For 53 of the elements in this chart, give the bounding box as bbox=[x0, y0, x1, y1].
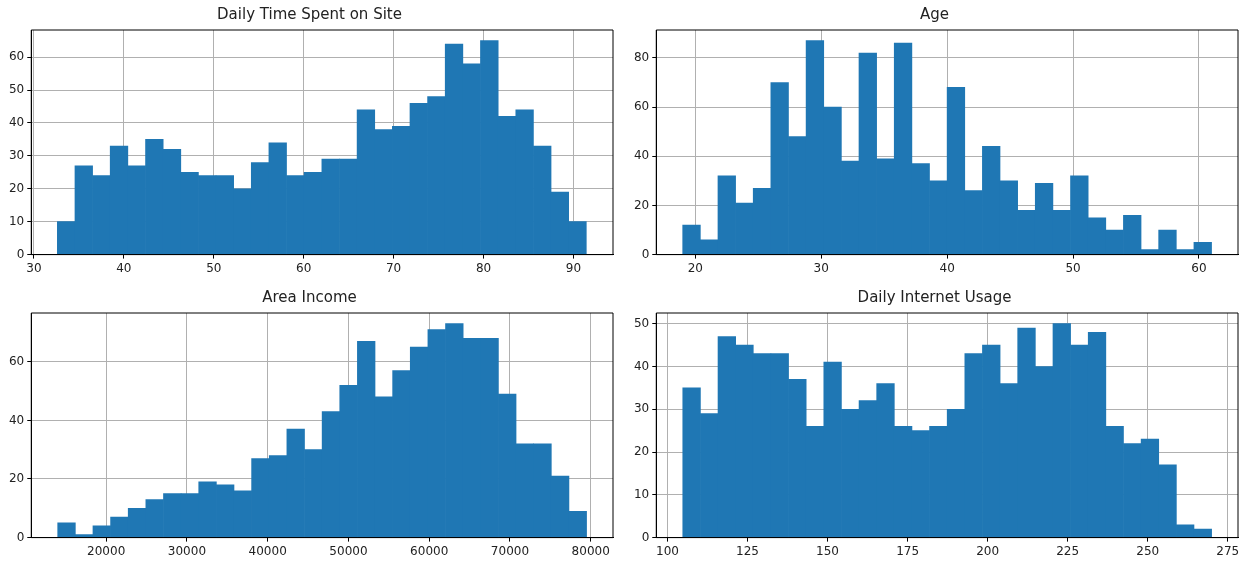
y-tick-label: 60 bbox=[633, 99, 650, 114]
y-tick-label: 40 bbox=[633, 358, 650, 373]
x-tick-label: 40 bbox=[116, 260, 132, 275]
y-tick-label: 60 bbox=[8, 353, 25, 368]
x-tick-label: 30 bbox=[813, 260, 829, 275]
x-tick-label: 225 bbox=[1056, 543, 1080, 558]
x-tick-label: 50 bbox=[1065, 260, 1081, 275]
chart-title: Daily Time Spent on Site bbox=[217, 4, 402, 23]
chart-title: Daily Internet Usage bbox=[857, 287, 1012, 306]
x-tick-label: 60000 bbox=[410, 543, 449, 558]
y-tick-label: 0 bbox=[641, 529, 650, 544]
y-tick-label: 50 bbox=[8, 82, 25, 97]
y-tick-label: 50 bbox=[633, 315, 650, 330]
x-tick-label: 175 bbox=[896, 543, 920, 558]
x-tick-label: 20000 bbox=[87, 543, 126, 558]
x-tick-label: 40000 bbox=[248, 543, 287, 558]
x-tick-label: 60 bbox=[1191, 260, 1207, 275]
y-tick-label: 20 bbox=[633, 444, 650, 459]
y-tick-label: 30 bbox=[633, 401, 650, 416]
x-tick-label: 20 bbox=[687, 260, 703, 275]
chart-title: Age bbox=[919, 4, 950, 23]
x-tick-label: 80000 bbox=[571, 543, 610, 558]
y-tick-label: 20 bbox=[8, 471, 25, 486]
x-tick-label: 125 bbox=[736, 543, 759, 558]
y-tick-label: 40 bbox=[633, 148, 650, 163]
x-tick-label: 200 bbox=[976, 543, 1000, 558]
x-tick-label: 60 bbox=[296, 260, 312, 275]
x-tick-label: 30 bbox=[26, 260, 42, 275]
x-tick-label: 275 bbox=[1216, 543, 1240, 558]
x-tick-label: 70000 bbox=[490, 543, 530, 558]
x-tick-label: 150 bbox=[816, 543, 840, 558]
x-tick-label: 250 bbox=[1136, 543, 1160, 558]
x-tick-label: 90 bbox=[565, 260, 582, 275]
y-tick-label: 0 bbox=[641, 246, 650, 261]
y-tick-label: 0 bbox=[16, 529, 25, 544]
y-tick-label: 10 bbox=[633, 486, 650, 501]
y-tick-label: 40 bbox=[8, 115, 25, 130]
x-tick-label: 70 bbox=[385, 260, 402, 275]
x-tick-label: 30000 bbox=[167, 543, 207, 558]
x-tick-label: 100 bbox=[656, 543, 679, 558]
y-tick-label: 20 bbox=[633, 197, 650, 212]
x-tick-label: 40 bbox=[939, 260, 955, 275]
y-tick-label: 10 bbox=[8, 213, 25, 228]
y-tick-label: 0 bbox=[16, 246, 25, 261]
y-tick-label: 40 bbox=[8, 412, 25, 427]
x-tick-label: 50000 bbox=[329, 543, 368, 558]
y-tick-label: 80 bbox=[633, 50, 650, 65]
y-tick-label: 60 bbox=[8, 49, 25, 64]
x-tick-label: 80 bbox=[475, 260, 492, 275]
chart-title: Area Income bbox=[262, 287, 357, 306]
y-tick-label: 30 bbox=[8, 148, 25, 162]
y-tick-label: 20 bbox=[8, 180, 25, 195]
x-tick-label: 50 bbox=[206, 260, 222, 275]
